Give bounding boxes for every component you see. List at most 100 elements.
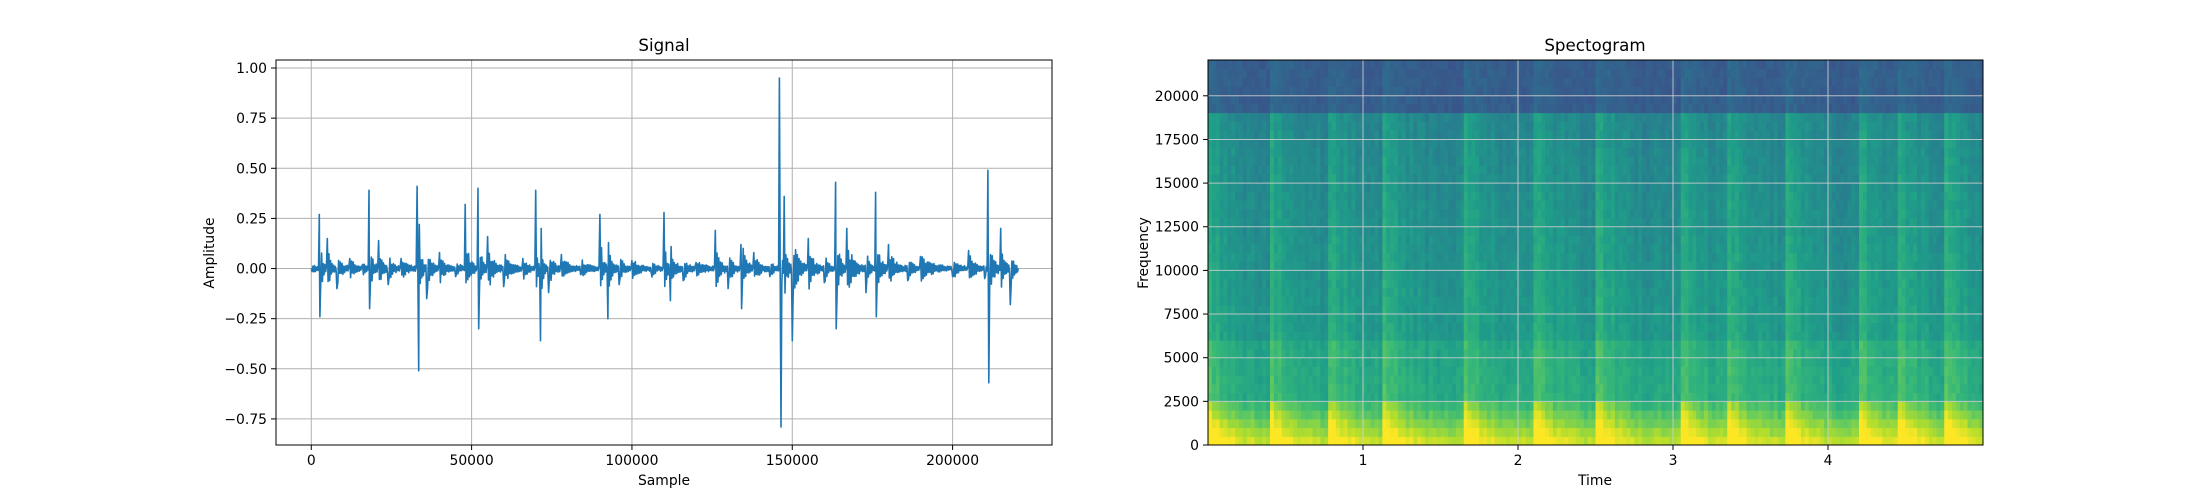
- spectrogram-cell: [1603, 217, 1608, 227]
- spectrogram-cell: [1564, 165, 1569, 175]
- spectrogram-cell: [1560, 410, 1566, 420]
- spectrogram-cell: [1312, 68, 1318, 79]
- spectrogram-cell: [1405, 138, 1411, 149]
- spectrogram-cell: [1382, 252, 1387, 262]
- spectrogram-cell: [1366, 165, 1372, 175]
- spectrogram-cell: [1490, 427, 1496, 437]
- spectrogram-cell: [1541, 270, 1546, 280]
- spectrogram-cell: [1289, 121, 1294, 131]
- spectrogram-cell: [1281, 392, 1287, 402]
- spectrogram-cell: [1339, 60, 1345, 70]
- spectrogram-cell: [1242, 366, 1248, 376]
- spectrogram-cell: [1374, 340, 1380, 350]
- spectrogram-cell: [1355, 173, 1360, 184]
- spectrogram-cell: [1270, 112, 1275, 122]
- spectrogram-cell: [1359, 296, 1364, 306]
- spectrogram-cell: [1285, 261, 1290, 271]
- spectrogram-cell: [1208, 418, 1213, 429]
- spectrogram-cell: [1394, 340, 1399, 350]
- spectrogram-cell: [1494, 357, 1500, 367]
- spectrogram-cell: [1223, 226, 1228, 236]
- spectrogram-cell: [1324, 296, 1329, 306]
- spectrogram-cell: [1556, 392, 1562, 402]
- spectrogram-cell: [1293, 95, 1298, 105]
- spectrogram-cell: [1552, 427, 1558, 437]
- spectrogram-cell: [1552, 138, 1558, 149]
- spectrogram-cell: [1634, 103, 1639, 114]
- spectrogram-cell: [1630, 278, 1635, 289]
- spectrogram-cell: [1537, 200, 1542, 210]
- spectrogram-cell: [1440, 86, 1445, 96]
- spectrogram-cell: [1506, 418, 1511, 429]
- spectrogram-cell: [1366, 401, 1372, 411]
- spectrogram-cell: [1382, 436, 1387, 445]
- spectrogram-cell: [1390, 138, 1395, 149]
- spectrogram-cell: [1552, 287, 1558, 297]
- spectrogram-cell: [1262, 60, 1267, 70]
- spectrogram-cell: [1386, 112, 1391, 122]
- spectrogram-cell: [1370, 130, 1376, 140]
- spectrogram-cell: [1374, 121, 1380, 131]
- spectrogram-cell: [1436, 243, 1442, 254]
- spectrogram-cell: [1390, 235, 1395, 245]
- spectrogram-cell: [1432, 252, 1438, 262]
- spectrogram-cell: [1444, 208, 1449, 219]
- spectrogram-cell: [1316, 348, 1321, 359]
- spectrogram-cell: [1285, 130, 1290, 140]
- spectrogram-cell: [1459, 112, 1465, 122]
- spectrogram-cell: [1397, 383, 1403, 394]
- spectrogram-cell: [1370, 60, 1376, 70]
- spectrogram-cell: [1611, 182, 1616, 192]
- spectrogram-cell: [1556, 191, 1562, 201]
- spectrogram-cell: [1463, 77, 1469, 87]
- spectrogram-cell: [1518, 60, 1523, 70]
- spectrogram-cell: [1614, 165, 1620, 175]
- spectrogram-cell: [1587, 147, 1593, 157]
- spectrogram-cell: [1413, 252, 1418, 262]
- spectrogram-cell: [1332, 130, 1337, 140]
- spectrogram-cell: [1235, 287, 1240, 297]
- spectrogram-cell: [1425, 147, 1430, 157]
- spectrogram-cell: [1417, 208, 1422, 219]
- spectrogram-cell: [1382, 383, 1387, 394]
- spectrogram-cell: [1444, 313, 1449, 324]
- spectrogram-cell: [1638, 86, 1643, 96]
- spectrogram-cell: [1335, 86, 1341, 96]
- spectrogram-cell: [1343, 68, 1349, 79]
- spectrogram-cell: [1463, 348, 1469, 359]
- spectrogram-cell: [1595, 418, 1600, 429]
- spectrogram-cell: [1479, 86, 1484, 96]
- spectrogram-cell: [1568, 436, 1573, 445]
- spectrogram-cell: [1366, 147, 1372, 157]
- spectrogram-cell: [1626, 331, 1631, 341]
- spectrogram-cell: [1521, 68, 1527, 79]
- spectrogram-cell: [1436, 173, 1442, 184]
- spectrogram-cell: [1533, 60, 1538, 70]
- spectrogram-cell: [1390, 296, 1395, 306]
- spectrogram-cell: [1211, 322, 1217, 332]
- spectrogram-cell: [1343, 366, 1349, 376]
- spectrogram-cell: [1525, 173, 1531, 184]
- spectrogram-cell: [1409, 383, 1414, 394]
- spectrogram-cell: [1219, 252, 1225, 262]
- spectrogram-cell: [1591, 165, 1597, 175]
- spectrogram-cell: [1487, 156, 1492, 166]
- spectrogram-cell: [1494, 200, 1500, 210]
- spectrogram-cell: [1370, 366, 1376, 376]
- spectrogram-cell: [1630, 401, 1635, 411]
- spectrogram-cell: [1580, 366, 1585, 376]
- spectrogram-cell: [1266, 313, 1271, 324]
- spectrogram-cell: [1626, 418, 1631, 429]
- spectrogram-cell: [1560, 340, 1566, 350]
- spectrogram-cell: [1304, 436, 1310, 445]
- spectrogram-cell: [1304, 86, 1310, 96]
- spectrogram-cell: [1622, 208, 1628, 219]
- spectrogram-cell: [1603, 410, 1608, 420]
- spectrogram-cell: [1250, 226, 1256, 236]
- spectrogram-cell: [1266, 243, 1271, 254]
- spectrogram-cell: [1514, 261, 1519, 271]
- spectrogram-cell: [1626, 173, 1631, 184]
- spectrogram-cell: [1595, 331, 1600, 341]
- spectrogram-cell: [1475, 182, 1480, 192]
- spectrogram-cell: [1432, 401, 1438, 411]
